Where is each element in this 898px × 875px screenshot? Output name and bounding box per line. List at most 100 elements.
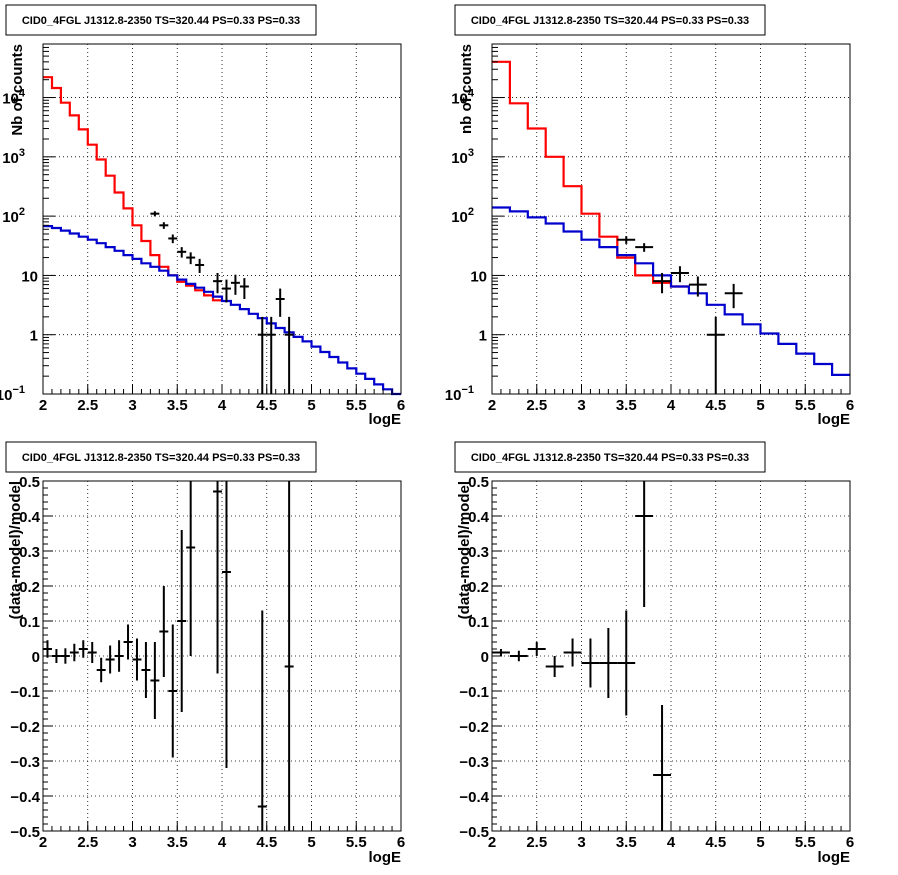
x-tick-label: 3 (128, 397, 136, 414)
y-tick-label: −0.3 (10, 754, 40, 771)
data-point (653, 272, 671, 294)
y-tick-label: 103 (2, 147, 25, 167)
chart-title: CID0_4FGL J1312.8-2350 TS=320.44 PS=0.33… (22, 452, 300, 464)
y-tick-label: 0 (32, 649, 40, 666)
y-tick-label: 104 (2, 88, 26, 108)
data-point (257, 316, 267, 394)
data-point (177, 530, 187, 712)
chart-panel-counts-fine: CID0_4FGL J1312.8-2350 TS=320.44 PS=0.33… (0, 4, 405, 428)
x-tick-label: 5 (307, 834, 315, 851)
data-point (509, 650, 528, 662)
data-point (186, 481, 196, 656)
y-axis-label: (data-model)/model (7, 481, 24, 619)
data-point (213, 272, 222, 294)
data-point (222, 481, 231, 768)
x-tick-label: 3.5 (616, 834, 637, 851)
data-point (230, 274, 240, 295)
x-tick-label: 4.5 (705, 834, 726, 851)
data-point (96, 657, 106, 683)
y-tick-label: 1 (30, 328, 38, 345)
y-tick-label: −0.3 (459, 754, 489, 771)
y-axis-label: nb of counts (458, 44, 475, 134)
data-point (635, 481, 654, 607)
x-tick-label: 4 (667, 834, 676, 851)
data-point (213, 481, 222, 674)
y-axis-label: (data-model)/model (456, 481, 473, 619)
x-tick-label: 2 (488, 397, 496, 414)
chart-title: CID0_4FGL J1312.8-2350 TS=320.44 PS=0.33… (471, 452, 749, 464)
data-point (105, 645, 115, 674)
data-point (150, 211, 160, 217)
y-tick-label: 10 (470, 268, 487, 285)
data-point (563, 638, 582, 667)
x-tick-label: 5 (307, 397, 315, 414)
x-tick-label: 5.5 (346, 397, 367, 414)
data-point (617, 610, 636, 716)
data-point (168, 624, 178, 758)
y-tick-label: −0.4 (459, 789, 489, 806)
x-axis-label: logE (818, 849, 851, 866)
data-point (599, 628, 618, 698)
data-point (284, 316, 294, 394)
x-tick-label: 3.5 (167, 397, 188, 414)
data-point (222, 279, 231, 303)
x-tick-label: 3 (577, 834, 585, 851)
total-model-line (43, 76, 222, 302)
data-point (51, 649, 61, 663)
data-point (545, 656, 564, 677)
data-point (688, 276, 707, 297)
x-tick-label: 2.5 (526, 834, 547, 851)
x-tick-label: 5.5 (795, 397, 816, 414)
y-tick-label: −0.1 (459, 684, 489, 701)
x-tick-label: 4 (667, 397, 676, 414)
data-point (60, 648, 70, 664)
total-model-line (492, 60, 689, 288)
data-point (275, 288, 285, 317)
x-tick-label: 6 (397, 397, 405, 414)
y-tick-label: 0.2 (19, 579, 40, 596)
x-tick-label: 6 (397, 834, 405, 851)
x-tick-label: 4.5 (705, 397, 726, 414)
y-tick-label: 0.5 (19, 474, 40, 491)
x-tick-label: 2 (39, 834, 47, 851)
x-tick-label: 5 (756, 834, 764, 851)
y-tick-label: 103 (451, 147, 474, 167)
y-tick-label: −0.5 (459, 824, 489, 841)
y-tick-label: −0.4 (10, 789, 40, 806)
y-tick-label: −0.2 (10, 719, 40, 736)
data-point (78, 640, 88, 658)
data-point (653, 705, 671, 831)
data-point (581, 638, 600, 688)
title-box (454, 441, 766, 473)
chart-panel-counts-coarse: CID0_4FGL J1312.8-2350 TS=320.44 PS=0.33… (445, 4, 854, 428)
y-tick-label: 0 (481, 649, 489, 666)
title-box (454, 4, 766, 36)
x-axis-label: logE (818, 411, 851, 428)
data-point (266, 316, 276, 394)
y-tick-label: 0.4 (468, 509, 490, 526)
y-tick-label: 102 (2, 206, 25, 226)
chart-title: CID0_4FGL J1312.8-2350 TS=320.44 PS=0.33… (471, 15, 749, 27)
y-tick-label: 0.3 (468, 544, 489, 561)
data-point (132, 638, 142, 681)
y-tick-label: 10 (21, 268, 38, 285)
data-point (671, 266, 689, 283)
data-point (239, 278, 249, 300)
x-tick-label: 5 (756, 397, 764, 414)
data-point (635, 243, 654, 252)
data-point (724, 283, 743, 309)
x-tick-label: 6 (846, 834, 854, 851)
x-tick-label: 3.5 (616, 397, 637, 414)
y-tick-label: −0.1 (10, 684, 40, 701)
y-tick-label: 0.1 (468, 614, 489, 631)
data-point (284, 481, 294, 831)
y-tick-label: 10−1 (0, 384, 25, 404)
data-point (159, 222, 169, 229)
x-tick-label: 4 (218, 834, 227, 851)
x-tick-label: 5.5 (346, 834, 367, 851)
x-tick-label: 2 (488, 834, 496, 851)
x-tick-label: 2.5 (77, 397, 98, 414)
x-tick-label: 3 (128, 834, 136, 851)
x-tick-label: 2.5 (77, 834, 98, 851)
